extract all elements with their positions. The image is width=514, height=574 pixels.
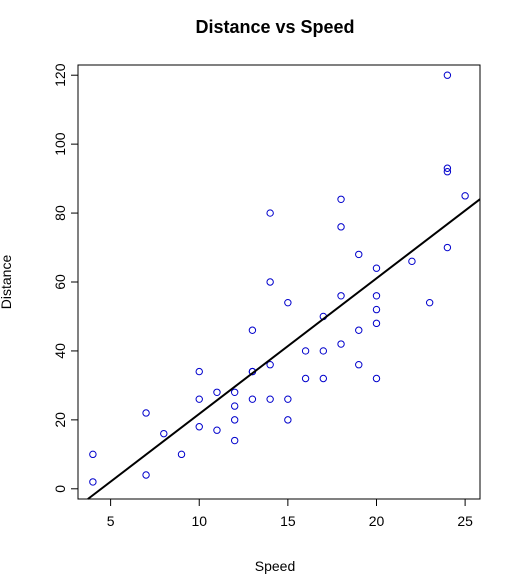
data-point bbox=[355, 326, 363, 334]
data-point bbox=[337, 223, 345, 231]
data-point bbox=[195, 367, 203, 376]
y-tick-label: 120 bbox=[52, 63, 68, 87]
y-tick-label: 60 bbox=[52, 274, 68, 290]
data-point bbox=[337, 340, 345, 348]
data-point bbox=[443, 71, 452, 79]
y-axis: 0 20 40 60 80 100 120 bbox=[52, 63, 78, 493]
data-point bbox=[142, 471, 150, 479]
data-point bbox=[372, 305, 381, 314]
x-axis-label: Speed bbox=[255, 558, 295, 574]
data-point bbox=[89, 478, 97, 486]
data-point bbox=[425, 298, 434, 307]
data-point bbox=[372, 292, 381, 300]
y-tick-label: 20 bbox=[52, 412, 68, 428]
data-point bbox=[337, 292, 345, 300]
y-axis-label: Distance bbox=[0, 255, 14, 310]
x-tick-label: 5 bbox=[107, 513, 115, 529]
data-point bbox=[177, 450, 186, 459]
data-point bbox=[266, 278, 274, 286]
data-point bbox=[443, 168, 452, 176]
data-points bbox=[89, 71, 469, 486]
chart-title: Distance vs Speed bbox=[195, 17, 354, 37]
data-point bbox=[266, 395, 274, 403]
data-point bbox=[230, 388, 239, 396]
data-point bbox=[195, 395, 203, 403]
x-tick-label: 20 bbox=[369, 513, 385, 529]
data-point bbox=[284, 298, 292, 307]
y-tick-label: 80 bbox=[52, 205, 68, 221]
x-axis: 5 10 15 20 25 bbox=[107, 499, 473, 529]
y-tick-label: 0 bbox=[52, 485, 68, 493]
data-point bbox=[319, 347, 328, 355]
x-tick-label: 25 bbox=[457, 513, 473, 529]
regression-line bbox=[87, 198, 481, 500]
data-point bbox=[408, 257, 416, 266]
data-point bbox=[372, 264, 381, 272]
data-point bbox=[266, 361, 274, 369]
data-point bbox=[213, 388, 221, 396]
data-point bbox=[230, 402, 239, 410]
data-point bbox=[195, 423, 203, 431]
data-point bbox=[248, 326, 257, 334]
data-point bbox=[266, 209, 274, 217]
data-point bbox=[230, 416, 239, 424]
data-point bbox=[372, 374, 381, 383]
x-tick-label: 10 bbox=[191, 513, 207, 529]
data-point bbox=[461, 192, 469, 200]
y-tick-label: 40 bbox=[52, 343, 68, 359]
data-point bbox=[284, 416, 292, 424]
data-point bbox=[284, 395, 292, 403]
data-point bbox=[89, 450, 97, 459]
data-point bbox=[443, 164, 452, 172]
data-point bbox=[301, 347, 310, 355]
data-point bbox=[248, 395, 257, 403]
plot-frame bbox=[77, 64, 481, 500]
regression-line-group bbox=[87, 198, 481, 500]
x-tick-label: 15 bbox=[280, 513, 296, 529]
data-point bbox=[319, 374, 328, 383]
data-point bbox=[355, 250, 363, 259]
data-point bbox=[355, 361, 363, 369]
data-point bbox=[301, 374, 310, 383]
data-point bbox=[337, 195, 345, 203]
data-point bbox=[213, 426, 221, 434]
data-point bbox=[372, 319, 381, 328]
data-point bbox=[230, 436, 239, 445]
data-point bbox=[142, 409, 150, 417]
data-point bbox=[160, 429, 168, 438]
data-point bbox=[443, 243, 452, 252]
y-tick-label: 100 bbox=[52, 132, 68, 156]
